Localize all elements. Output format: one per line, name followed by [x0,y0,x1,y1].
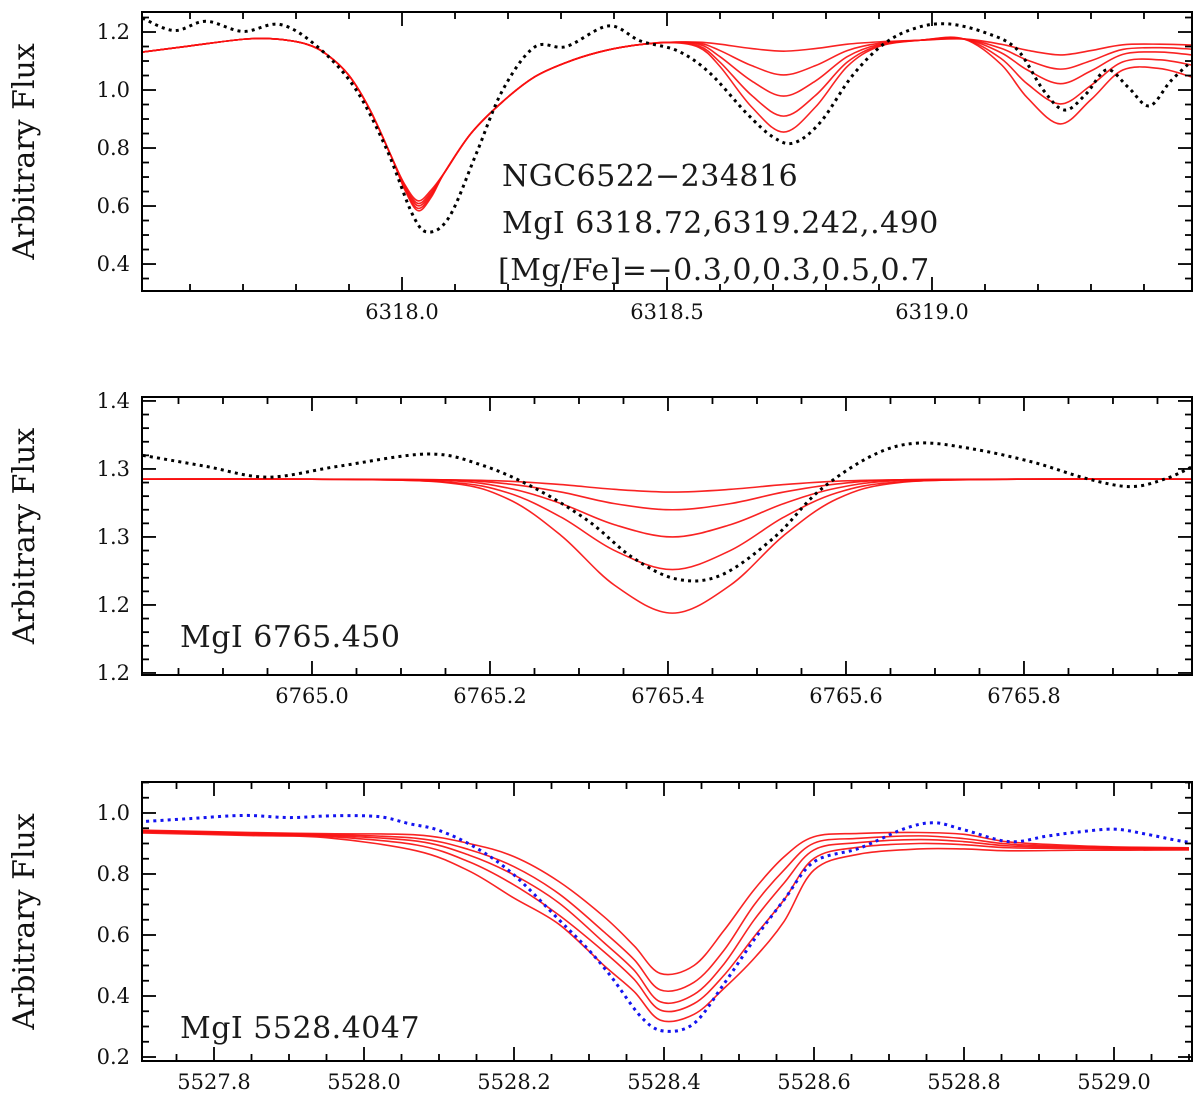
ticks [142,12,1192,291]
x-tick-label: 5528.8 [927,1070,1000,1094]
annotation-label: NGC6522−234816 [502,159,798,194]
y-axis-title: Arbitrary Flux [7,813,42,1031]
x-tick-label: 6319.0 [895,300,968,324]
x-tick-label: 6318.0 [365,300,438,324]
series-synthetic-0.3 [142,830,1190,1005]
series-group [142,813,1190,1033]
series-observed [142,441,1192,583]
series-group [142,441,1192,614]
series-synthetic-0 [142,478,1192,511]
x-tick-label: 5528.0 [327,1070,400,1094]
annotation-label: [Mg/Fe]=−0.3,0,0.3,0.5,0.7 [498,253,930,288]
plot-border [141,781,1193,1062]
series-synthetic-0.3 [142,478,1192,493]
x-tick-label: 5528.6 [777,1070,850,1094]
plot-border [141,396,1193,676]
x-tick-label: 6318.5 [630,300,703,324]
x-tick-label: 6765.0 [275,684,348,708]
panel-1: 6318.0 6318.5 6319.0 0.4 0.6 0.8 1.0 1.2 Arbitra… [7,11,1193,324]
y-tick-label: 0.6 [97,923,130,947]
x-tick-label: 6765.2 [453,684,526,708]
y-tick-label: 0.2 [97,1045,130,1069]
series-synthetic-0.3 [142,829,1190,976]
y-tick-label: 0.8 [97,136,130,160]
y-axis-title: Arbitrary Flux [7,428,42,646]
series-synthetic-0.7 [142,36,1192,212]
plot-border [141,11,1193,292]
y-tick-label: 1.3 [97,457,130,481]
annotation-label: MgI 5528.4047 [180,1011,420,1046]
x-tick-label: 5528.2 [477,1070,550,1094]
series-synthetic-0.5 [142,831,1190,1013]
panel-2: 6765.0 6765.2 6765.4 6765.6 6765.8 1.2 1.2 1.3 1… [7,389,1193,708]
y-tick-label: 1.2 [97,20,130,44]
panel-3: 5527.8 5528.0 5528.2 5528.4 5528.6 5528.8 5529… [7,781,1193,1094]
y-axis-title: Arbitrary Flux [7,43,42,261]
series-group [142,16,1192,234]
y-tick-label: 1.2 [97,593,130,617]
x-tick-label: 5529.0 [1077,1070,1150,1094]
series-synthetic-0 [142,829,1190,993]
series-synthetic-0.7 [142,478,1192,614]
ticks [142,397,1192,675]
annotation-label: MgI 6765.450 [180,620,400,655]
y-tick-label: 1.0 [97,801,130,825]
y-tick-label: 1.0 [97,78,130,102]
x-tick-label: 6765.6 [809,684,882,708]
y-tick-label: 0.6 [97,194,130,218]
ticks [142,781,1192,1061]
y-tick-label: 0.4 [97,252,130,276]
series-synthetic-0.7 [142,832,1190,1023]
x-tick-label: 6765.4 [631,684,704,708]
x-tick-label: 6765.8 [987,684,1060,708]
y-tick-label: 1.4 [97,389,130,413]
y-tick-label: 1.2 [97,661,130,685]
y-tick-label: 0.8 [97,862,130,886]
x-tick-label: 5527.8 [177,1070,250,1094]
series-synthetic-0.3 [142,478,1192,538]
y-tick-label: 1.3 [97,525,130,549]
annotation-label: MgI 6318.72,6319.242,.490 [502,206,939,241]
series-observed [142,813,1190,1033]
y-tick-label: 0.4 [97,984,130,1008]
series-observed [142,16,1192,234]
x-tick-label: 5528.4 [627,1070,700,1094]
